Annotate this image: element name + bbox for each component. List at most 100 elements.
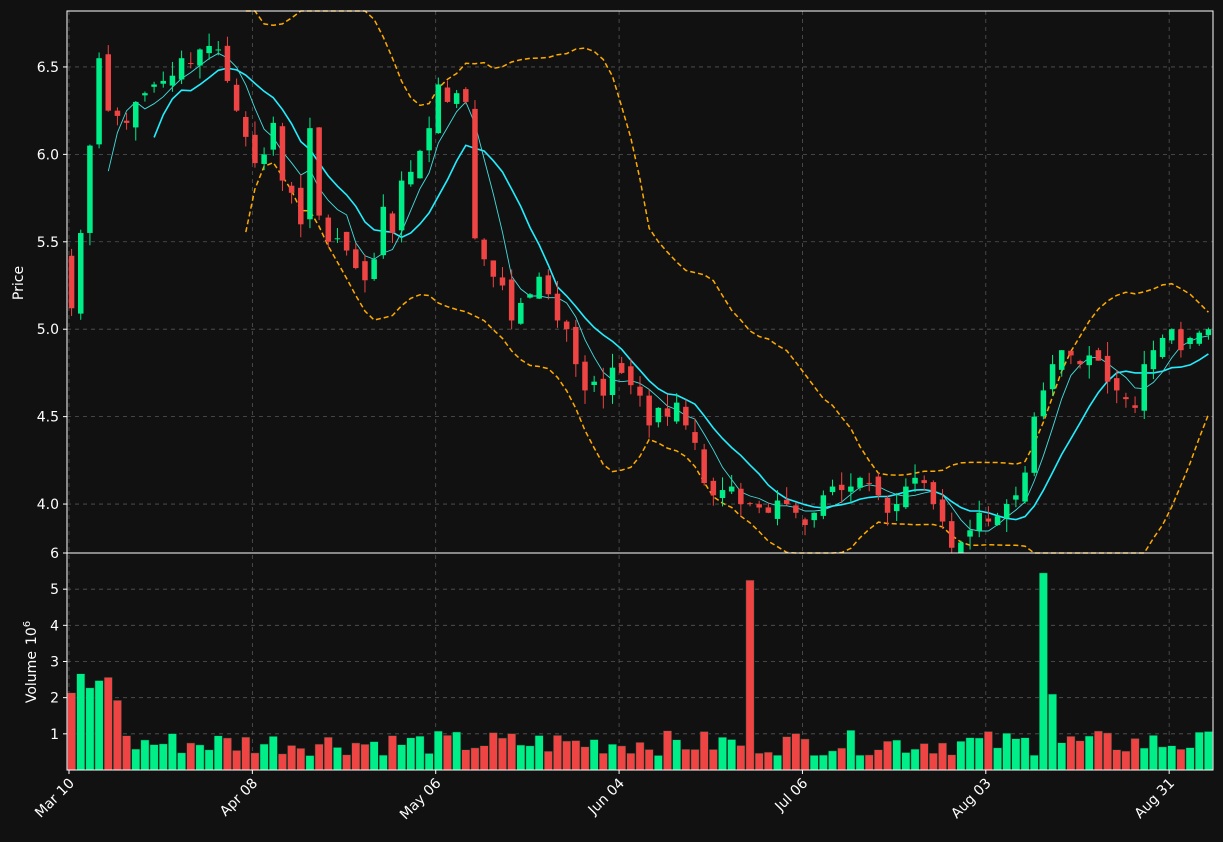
volume-bar — [378, 754, 388, 771]
candle-body — [692, 432, 698, 443]
volume-bar — [323, 736, 333, 771]
volume-bar — [883, 740, 892, 771]
volume-bar — [974, 737, 984, 771]
candle — [719, 477, 726, 507]
candle-body — [1141, 364, 1147, 411]
candle — [233, 78, 240, 112]
candle-body — [765, 507, 772, 513]
candle — [829, 479, 836, 496]
candle — [1159, 334, 1166, 359]
candle-body — [197, 49, 203, 66]
candle-body — [188, 63, 194, 65]
volume-axis-label-text: Volume — [24, 651, 40, 703]
candle — [1040, 382, 1047, 420]
candle-body — [142, 93, 148, 96]
volume-bar — [498, 737, 507, 771]
volume-bar — [892, 739, 902, 771]
candle — [114, 107, 121, 126]
candle — [417, 149, 423, 179]
volume-bar — [168, 733, 177, 771]
candle — [1187, 336, 1193, 349]
volume-bar — [516, 744, 526, 771]
volume-bar — [984, 731, 993, 771]
candle-body — [875, 476, 882, 496]
candle — [710, 477, 717, 506]
candle — [1196, 330, 1202, 346]
candle — [783, 487, 790, 506]
candle-body — [417, 150, 423, 179]
candle — [609, 353, 616, 404]
volume-bar — [67, 692, 76, 771]
candle-body — [1086, 355, 1092, 366]
volume-bar — [103, 677, 113, 771]
candle — [463, 87, 469, 105]
candle-body — [710, 480, 717, 496]
candle-body — [1104, 355, 1111, 382]
candle-body — [655, 407, 662, 423]
candle — [673, 393, 680, 424]
volume-bar — [424, 753, 434, 771]
candle-body — [114, 110, 121, 116]
volume-bar — [754, 752, 764, 771]
candle-body — [426, 128, 432, 151]
candle — [188, 52, 194, 69]
candle-body — [325, 217, 332, 242]
candle-body — [838, 484, 845, 491]
volume-bar — [608, 743, 617, 771]
candle-body — [316, 127, 322, 216]
candle — [976, 500, 982, 538]
candle — [582, 355, 588, 404]
candle — [756, 500, 762, 514]
volume-bar — [993, 747, 1002, 771]
candle — [527, 293, 533, 299]
volume-bar — [791, 733, 801, 771]
candle — [252, 121, 258, 168]
candle-body — [976, 512, 982, 531]
candle — [637, 376, 643, 407]
candle — [1104, 341, 1111, 394]
candle — [398, 171, 405, 243]
candle-body — [224, 45, 231, 81]
candle — [1123, 392, 1129, 408]
volume-bar — [1121, 750, 1131, 771]
candle-body — [1049, 364, 1056, 390]
price-tick-label: 5.5 — [37, 235, 59, 251]
candle — [389, 211, 396, 243]
volume-tick-label: 6 — [50, 546, 59, 562]
candle-body — [783, 499, 790, 505]
candle — [921, 475, 927, 491]
volume-bar — [571, 740, 581, 771]
volume-bar — [1002, 732, 1012, 771]
candle-body — [1123, 397, 1129, 400]
candle-body — [353, 249, 359, 269]
candle-body — [967, 530, 973, 537]
candle — [866, 472, 872, 492]
volume-bar — [351, 742, 361, 771]
volume-bar — [268, 736, 278, 771]
candle-body — [747, 503, 753, 505]
bollinger-bands — [245, 10, 1210, 554]
candle-body — [866, 482, 872, 484]
candlesticks — [68, 33, 1212, 553]
candle — [618, 356, 625, 374]
volume-bar — [672, 739, 682, 771]
candle-body — [105, 54, 112, 111]
candle — [848, 473, 854, 503]
candle — [316, 127, 322, 221]
candle-body — [820, 495, 827, 516]
volume-bar — [901, 752, 911, 771]
candle — [765, 502, 772, 514]
volume-bar — [287, 745, 296, 771]
candle-body — [1159, 337, 1166, 357]
volume-bar — [223, 737, 232, 771]
volume-bar — [461, 749, 471, 771]
candle-body — [206, 45, 212, 54]
volume-tick-label: 2 — [50, 691, 59, 707]
candle — [160, 71, 167, 88]
volume-bar — [140, 739, 150, 771]
price-tick-label: 5.0 — [37, 322, 59, 338]
candle-body — [151, 84, 157, 87]
candle — [224, 36, 231, 83]
volume-bar — [543, 750, 553, 771]
volume-bar — [1130, 738, 1140, 771]
